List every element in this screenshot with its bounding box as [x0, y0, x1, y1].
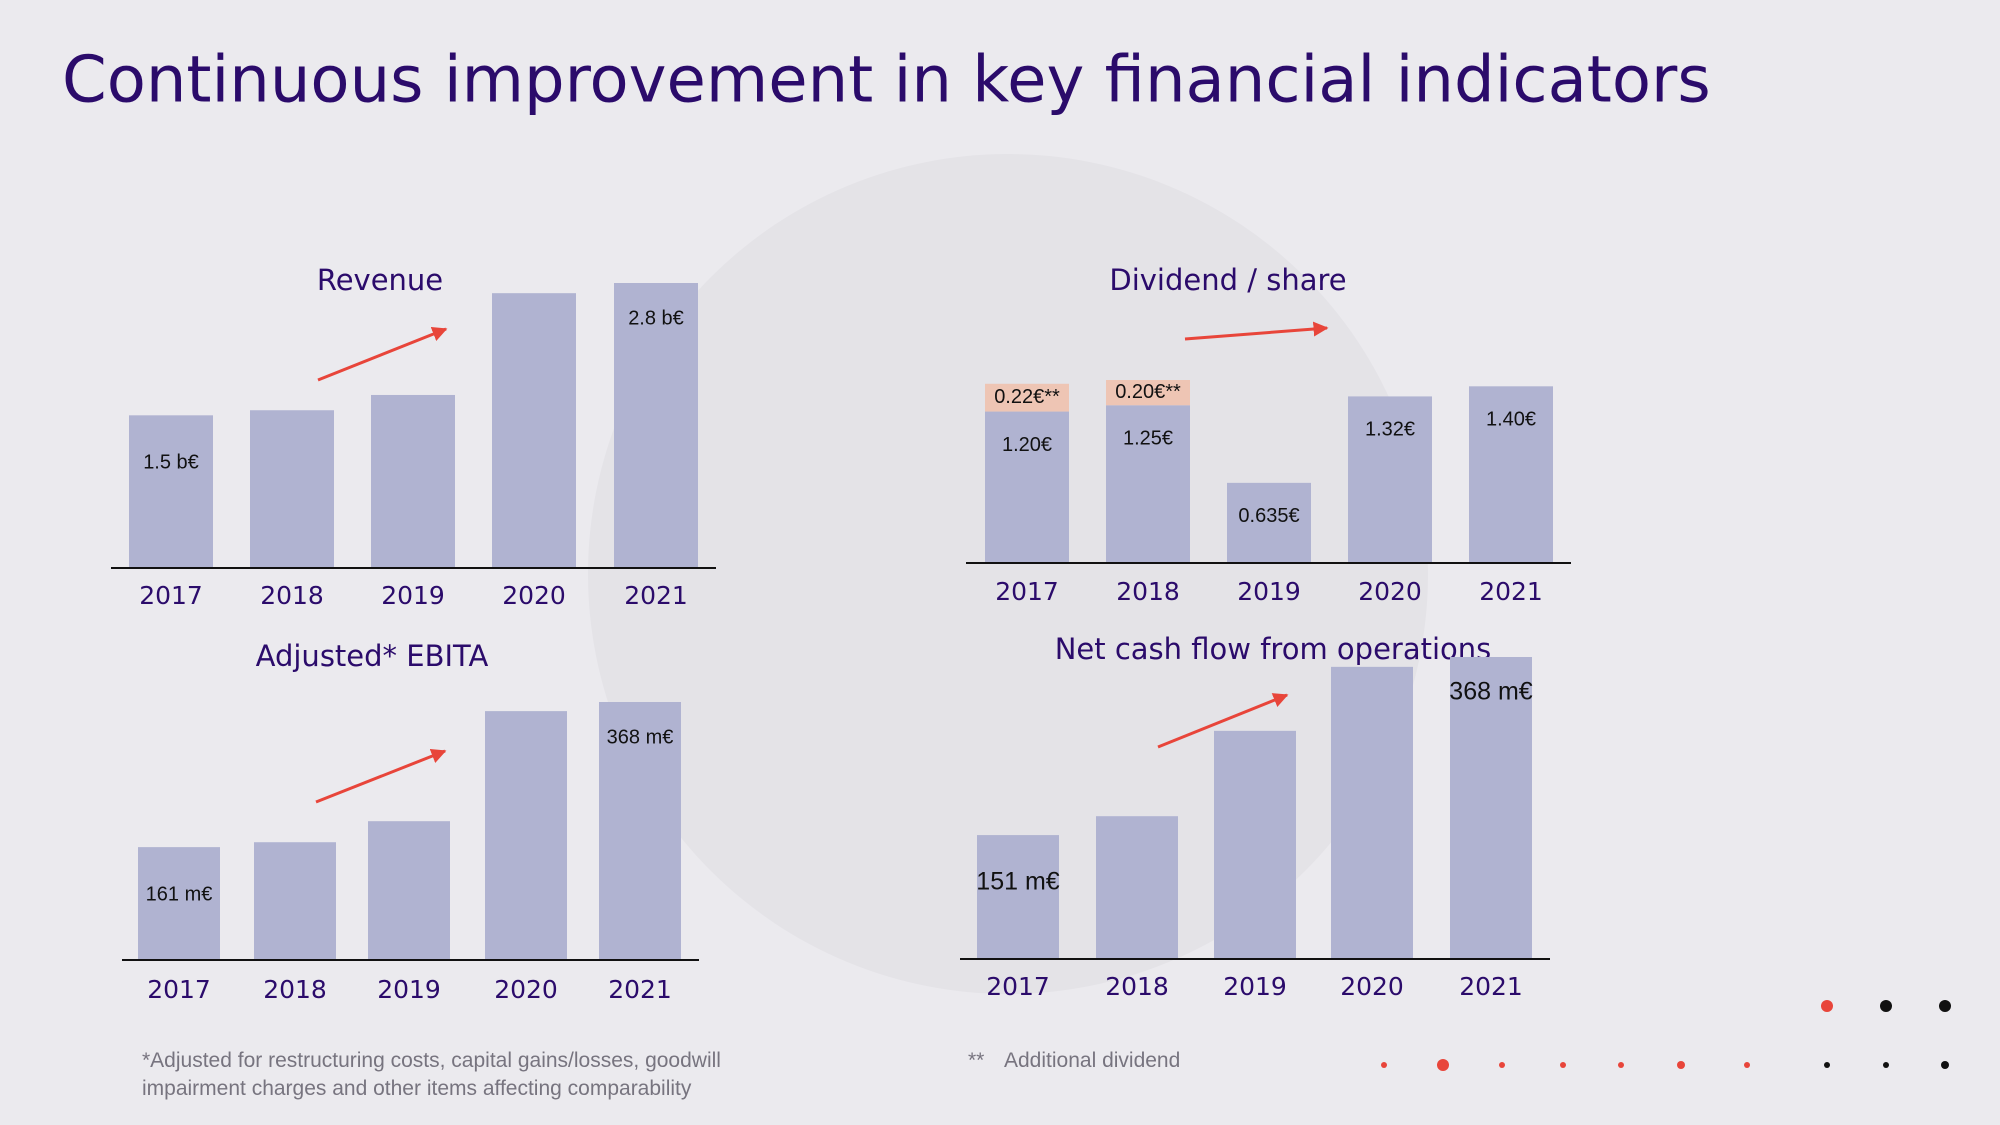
value-label: 1.32€	[1365, 419, 1415, 441]
bar	[1331, 666, 1413, 959]
arrow	[315, 748, 447, 804]
value-label: 0.20€**	[1115, 381, 1181, 403]
x-tick-label: 2017	[147, 975, 211, 1004]
bar	[371, 394, 455, 568]
x-tick-label: 2020	[494, 975, 558, 1004]
x-tick-label: 2018	[1105, 972, 1169, 1001]
bar	[614, 283, 698, 568]
x-tick-label: 2021	[624, 581, 688, 610]
value-label: 1.25€	[1123, 428, 1173, 450]
value-label: 0.635€	[1238, 505, 1299, 527]
x-tick-label: 2020	[502, 581, 566, 610]
slide-title: Continuous improvement in key financial …	[62, 44, 1711, 118]
value-label: 1.20€	[1002, 434, 1052, 456]
x-tick-label: 2021	[1459, 972, 1523, 1001]
x-tick-label: 2018	[1116, 577, 1180, 606]
decor-dots	[1381, 1000, 1951, 1071]
footnote-marker: **	[968, 1049, 985, 1072]
footnote-2: Additional dividend	[1004, 1049, 1181, 1072]
trend-arrows	[315, 321, 1329, 804]
bar-segment	[1106, 380, 1190, 406]
x-tick-label: 2021	[1479, 577, 1543, 606]
x-tick-label: 2018	[263, 975, 327, 1004]
value-label: 368 m€	[607, 726, 674, 748]
value-label: 0.22€**	[994, 386, 1060, 408]
value-label: 368 m€	[1449, 678, 1532, 706]
bar	[138, 847, 220, 960]
x-tick-label: 2019	[1223, 972, 1287, 1001]
value-label: 2.8 b€	[628, 307, 684, 329]
bar	[492, 293, 576, 568]
bar-segment	[1106, 405, 1190, 563]
bar	[1450, 657, 1532, 959]
bar	[250, 410, 334, 568]
bar	[254, 842, 336, 960]
bar	[485, 711, 567, 960]
bar	[129, 415, 213, 568]
value-label: 1.40€	[1486, 409, 1536, 431]
value-label: 161 m€	[146, 883, 213, 905]
bar	[977, 835, 1059, 959]
x-tick-label: 2017	[995, 577, 1059, 606]
bar-segment	[985, 383, 1069, 412]
chart-title: Revenue	[317, 263, 443, 297]
x-tick-label: 2019	[381, 581, 445, 610]
x-tick-label: 2021	[608, 975, 672, 1004]
arrow	[1184, 321, 1329, 341]
chart-title: Dividend / share	[1109, 263, 1346, 297]
x-tick-label: 2020	[1340, 972, 1404, 1001]
bar-segment	[1469, 386, 1553, 563]
x-tick-label: 2019	[1237, 577, 1301, 606]
x-tick-label: 2018	[260, 581, 324, 610]
bar	[599, 702, 681, 960]
bar	[1096, 816, 1178, 959]
x-tick-label: 2017	[986, 972, 1050, 1001]
arrow	[1157, 693, 1289, 749]
value-label: 151 m€	[976, 868, 1059, 896]
bar	[368, 821, 450, 960]
footnote: *Adjusted for restructuring costs, capit…	[142, 1049, 721, 1100]
bar-segment	[985, 411, 1069, 563]
chart-title: Net cash flow from operations	[1055, 632, 1492, 666]
bar	[1214, 730, 1296, 959]
chart-title: Adjusted* EBITA	[256, 639, 489, 673]
x-tick-label: 2019	[377, 975, 441, 1004]
value-label: 1.5 b€	[143, 452, 199, 474]
x-tick-label: 2020	[1358, 577, 1422, 606]
bar-segment	[1348, 396, 1432, 563]
bar-segment	[1227, 482, 1311, 563]
arrow	[317, 327, 448, 382]
x-tick-label: 2017	[139, 581, 203, 610]
